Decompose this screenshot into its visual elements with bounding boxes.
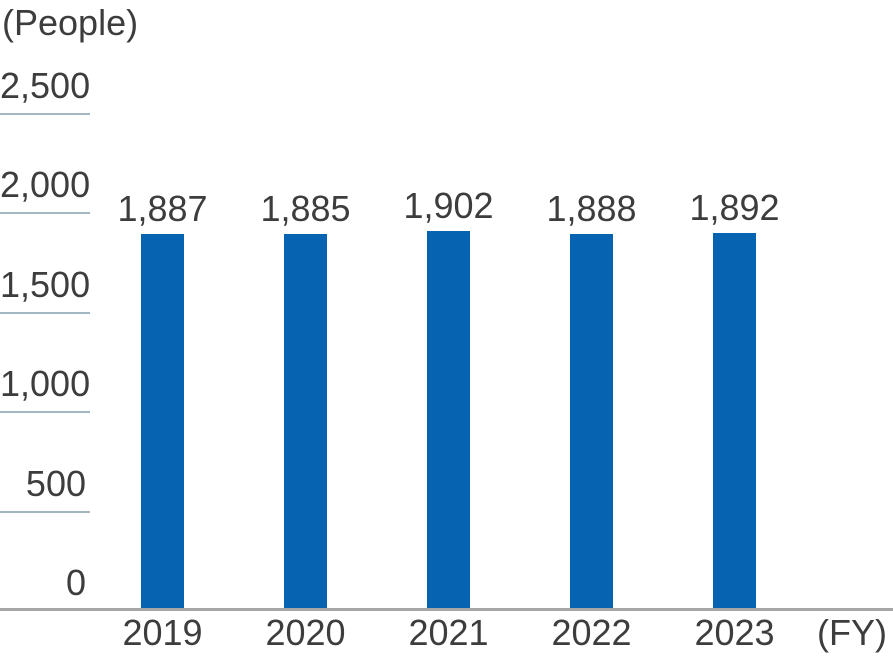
- y-axis-gridline-500: [0, 511, 90, 513]
- y-axis-tick-label-500: 500: [25, 463, 86, 504]
- bar-2022: [570, 234, 613, 609]
- y-axis-tick-label-2500: 2,500: [0, 65, 91, 106]
- y-axis-unit-label: (People): [2, 2, 139, 43]
- y-axis-gridline-2000: [0, 212, 90, 214]
- bar-value-label-2023: 1,892: [689, 187, 780, 228]
- y-axis-tick-label-1000: 1,000: [0, 363, 91, 404]
- bar-value-label-2022: 1,888: [546, 188, 637, 229]
- bar-value-label-2020: 1,885: [260, 188, 351, 229]
- x-axis-line: [0, 608, 893, 611]
- x-axis-unit-label: (FY): [817, 612, 887, 653]
- bar-value-label-2019: 1,887: [117, 188, 208, 229]
- bar-2019: [141, 234, 184, 609]
- x-axis-label-2022: 2022: [551, 612, 632, 653]
- x-axis-label-2019: 2019: [122, 612, 203, 653]
- x-axis-label-2021: 2021: [408, 612, 489, 653]
- y-axis-gridline-2500: [0, 113, 90, 115]
- y-axis-gridline-1500: [0, 312, 90, 314]
- y-axis-tick-label-1500: 1,500: [0, 264, 91, 305]
- y-axis-tick-label-2000: 2,000: [0, 164, 91, 205]
- x-axis-label-2023: 2023: [694, 612, 775, 653]
- y-axis-tick-label-0: 0: [65, 562, 86, 603]
- x-axis-label-2020: 2020: [265, 612, 346, 653]
- y-axis-gridline-1000: [0, 411, 90, 413]
- bar-2023: [713, 233, 756, 609]
- bar-2020: [284, 234, 327, 609]
- bar-2021: [427, 231, 470, 609]
- bar-value-label-2021: 1,902: [403, 185, 494, 226]
